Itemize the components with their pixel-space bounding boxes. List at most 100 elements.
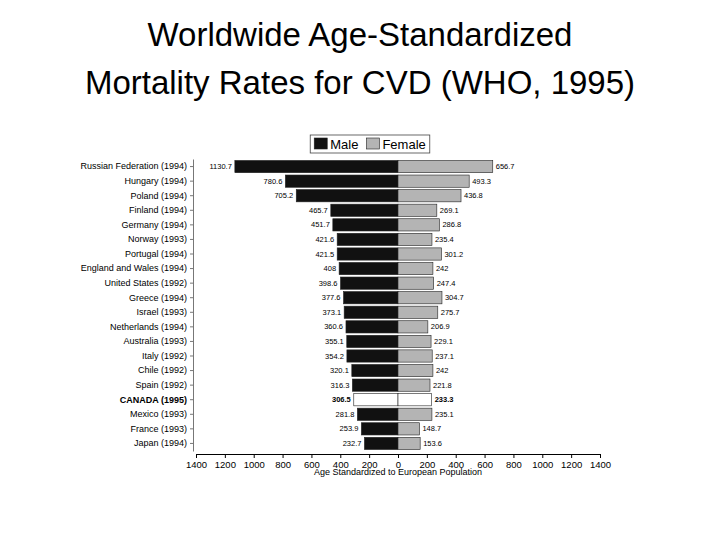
legend-label: Female xyxy=(382,137,425,152)
bar xyxy=(398,292,442,304)
tick-label: Finland (1994) xyxy=(129,205,187,215)
tick-mark xyxy=(190,239,193,240)
data-label: 301.2 xyxy=(444,250,463,259)
tick-label: Poland (1994) xyxy=(130,191,187,201)
axis-line xyxy=(197,455,399,459)
bar xyxy=(352,364,398,376)
data-label: 229.1 xyxy=(434,337,453,346)
tick-label: Portugal (1994) xyxy=(125,249,187,259)
tick: 800 xyxy=(506,454,522,470)
data-label: 656.7 xyxy=(496,162,515,171)
data-label: 421.5 xyxy=(315,250,334,259)
data-label: 235.1 xyxy=(435,410,454,419)
tick-mark xyxy=(190,355,193,356)
tick-mark xyxy=(190,195,193,196)
data-label: 354.2 xyxy=(325,352,344,361)
bar xyxy=(344,292,398,304)
bar xyxy=(398,160,493,172)
tick-label: 1000 xyxy=(532,459,553,470)
tick-label: England and Wales (1994) xyxy=(81,263,187,273)
data-label: 235.4 xyxy=(435,235,454,244)
tick: Russian Federation (1994) xyxy=(80,161,193,171)
data-label: 408 xyxy=(324,264,337,273)
data-label: 421.6 xyxy=(315,235,334,244)
data-label: 237.1 xyxy=(435,352,454,361)
tick-label: 1400 xyxy=(590,459,611,470)
tick-mark xyxy=(190,254,193,255)
data-label: 493.3 xyxy=(472,177,491,186)
tick: 1400 xyxy=(590,454,611,470)
data-label: 373.1 xyxy=(322,308,341,317)
tick: Germany (1994) xyxy=(121,220,193,230)
tick-label: 1200 xyxy=(561,459,582,470)
data-label: 233.3 xyxy=(435,395,454,404)
data-label: 780.6 xyxy=(264,177,283,186)
bar xyxy=(398,364,433,376)
title-line: Worldwide Age-Standardized xyxy=(148,16,573,53)
bar xyxy=(347,350,398,362)
axis-line xyxy=(399,455,601,459)
axis-line xyxy=(193,160,194,452)
tick: CANADA (1995) xyxy=(120,395,193,405)
tick-mark xyxy=(190,428,193,429)
tick: 1000 xyxy=(532,454,553,470)
tick: 800 xyxy=(275,454,291,470)
tick: Mexico (1993) xyxy=(130,409,193,419)
chart: Worldwide Age-StandardizedMortality Rate… xyxy=(0,0,720,540)
legend-swatch xyxy=(314,138,327,149)
tick: United States (1992) xyxy=(104,278,193,288)
tick: Chile (1992) xyxy=(138,365,193,375)
legend-item: Male xyxy=(314,137,358,152)
data-label: 355.1 xyxy=(325,337,344,346)
tick-label: Italy (1992) xyxy=(142,351,187,361)
bar xyxy=(398,350,432,362)
tick: Greece (1994) xyxy=(129,293,193,303)
tick: 1200 xyxy=(215,454,236,470)
tick-mark xyxy=(190,283,193,284)
tick: Australia (1993) xyxy=(123,336,193,346)
x-axis-title: Age Standardized to European Population xyxy=(314,467,482,477)
tick-mark xyxy=(190,297,193,298)
tick-mark xyxy=(542,454,543,458)
tick: 1200 xyxy=(561,454,582,470)
bar xyxy=(398,190,461,202)
title: Worldwide Age-StandardizedMortality Rate… xyxy=(85,16,635,101)
data-label: 206.9 xyxy=(431,322,450,331)
data-label: 377.6 xyxy=(322,293,341,302)
tick: 1400 xyxy=(186,454,207,470)
bar xyxy=(398,277,434,289)
bar xyxy=(347,335,398,347)
data-label: 148.7 xyxy=(422,424,441,433)
bar xyxy=(235,160,398,172)
tick-label: 1000 xyxy=(244,459,265,470)
data-label: 247.4 xyxy=(437,279,456,288)
bar xyxy=(344,306,398,318)
data-label: 242 xyxy=(436,366,449,375)
data-label: 465.7 xyxy=(309,206,328,215)
data-label: 1130.7 xyxy=(209,162,231,171)
tick-mark xyxy=(190,399,193,400)
data-label: 153.6 xyxy=(423,439,442,448)
data-label: 269.1 xyxy=(440,206,459,215)
bar xyxy=(337,248,398,260)
bar xyxy=(398,394,432,406)
tick: Hungary (1994) xyxy=(124,176,193,186)
data-label: 306.5 xyxy=(332,395,351,404)
bar xyxy=(398,408,432,420)
data-label: 436.8 xyxy=(464,191,483,200)
tick-mark xyxy=(600,454,601,458)
bar xyxy=(398,423,419,435)
data-label: 281.8 xyxy=(336,410,355,419)
tick: Finland (1994) xyxy=(129,205,193,215)
data-label: 232.7 xyxy=(343,439,362,448)
data-label: 304.7 xyxy=(445,293,464,302)
tick: Netherlands (1994) xyxy=(110,322,193,332)
data-label: 221.8 xyxy=(433,381,452,390)
tick-label: CANADA (1995) xyxy=(120,395,187,405)
tick: Norway (1993) xyxy=(128,234,193,244)
tick-mark xyxy=(571,454,572,458)
bar xyxy=(398,335,431,347)
tick-mark xyxy=(190,224,193,225)
bar xyxy=(398,437,420,449)
data-label: 316.3 xyxy=(331,381,350,390)
